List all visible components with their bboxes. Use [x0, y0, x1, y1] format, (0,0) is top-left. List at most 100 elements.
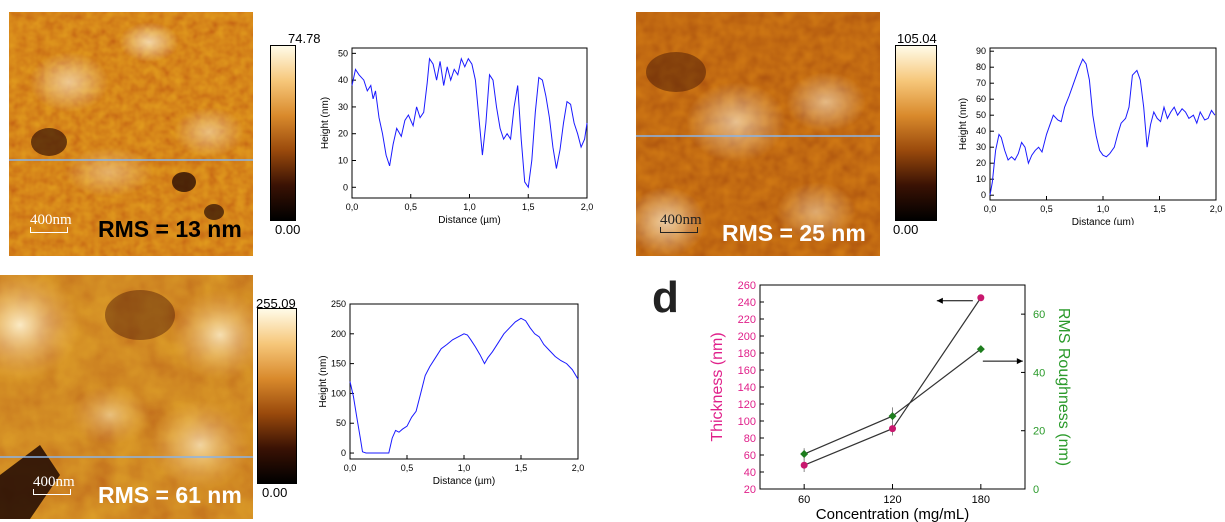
panel-label-d: d — [652, 273, 679, 322]
y-tick-label-c: 0 — [341, 448, 346, 458]
y-axis-label-c: Height (nm) — [318, 355, 329, 407]
x-tick-label-c: 1,0 — [458, 463, 471, 473]
y-tick-label-d: 20 — [744, 484, 756, 496]
x-axis-label-b: Distance (µm) — [1072, 217, 1134, 225]
colorbar-b — [895, 45, 937, 221]
y-tick-label-a: 50 — [338, 48, 348, 58]
y2-tick-label-d: 0 — [1033, 484, 1039, 496]
colorbar-min-c: 0.00 — [262, 485, 288, 500]
scale-bar-label-b: 400nm — [660, 212, 702, 228]
y-tick-label-b: 40 — [976, 126, 986, 136]
rms-label-b: RMS = 25 nm — [722, 220, 866, 246]
y2-tick-label-d: 40 — [1033, 367, 1045, 379]
y-tick-label-a: 10 — [338, 156, 348, 166]
x-tick-label-a: 1,5 — [522, 202, 535, 212]
colorbar-max-b: 105.04 — [897, 31, 937, 46]
afm-image-c — [0, 275, 253, 519]
x-axis-label-c: Distance (µm) — [433, 476, 495, 487]
scale-bar-line-c — [33, 489, 71, 495]
y-axis-label-a: Height (nm) — [320, 97, 331, 149]
afm-image-a — [9, 12, 253, 256]
y-axis-label-d: Thickness (nm) — [709, 332, 726, 441]
x-tick-label-c: 0,0 — [344, 463, 357, 473]
y-tick-label-c: 150 — [331, 359, 346, 369]
thickness-point — [977, 294, 985, 302]
y-axis-label-b: Height (nm) — [958, 98, 969, 150]
y-tick-label-d: 240 — [738, 297, 756, 309]
y-tick-label-a: 30 — [338, 102, 348, 112]
y-tick-label-d: 260 — [738, 280, 756, 292]
x-tick-label-b: 0,0 — [984, 204, 997, 214]
y-tick-label-b: 80 — [976, 62, 986, 72]
x-tick-label-d: 180 — [972, 494, 990, 506]
thickness-point — [889, 425, 896, 433]
x-tick-label-b: 2,0 — [1210, 204, 1222, 214]
height-profile-chart-a: 0,0 0,5 1,0 1,5 2,0 0 10 20 30 40 50 Distance (µm) H… — [320, 47, 594, 225]
plot-frame-c — [349, 303, 579, 460]
height-profile-chart-b: 0,0 0,5 1,0 1,5 2,0 0 10 20 30 40 50 60 70 80 90 Distan… — [958, 46, 1222, 225]
x-tick-label-c: 2,0 — [572, 463, 585, 473]
roughness-line — [803, 348, 982, 455]
y2-tick-label-d: 20 — [1033, 426, 1045, 438]
colorbar-max-c: 255.09 — [256, 296, 296, 311]
x-axis-label-a: Distance (µm) — [438, 215, 500, 225]
y-tick-label-d: 200 — [738, 331, 756, 343]
y-tick-label-b: 10 — [976, 174, 986, 184]
colorbar-a — [270, 45, 296, 221]
right-axis-arrowhead — [1016, 358, 1023, 365]
y-tick-label-b: 0 — [981, 190, 986, 200]
y-tick-label-d: 100 — [738, 416, 756, 428]
y-tick-label-b: 90 — [976, 46, 986, 56]
x-tick-label-b: 1,0 — [1097, 204, 1110, 214]
profile-series-b — [989, 58, 1216, 196]
rms-label-a: RMS = 13 nm — [98, 216, 242, 242]
x-tick-label-c: 1,5 — [515, 463, 528, 473]
profile-series-c — [349, 317, 579, 454]
scale-bar-c: 400nm — [33, 474, 75, 495]
y-tick-label-c: 250 — [331, 299, 346, 309]
y-tick-label-d: 60 — [744, 450, 756, 462]
afm-topography-c — [0, 275, 253, 519]
y2-axis-label-d: RMS Roughness (nm) — [1055, 308, 1072, 466]
roughness-point — [976, 345, 985, 354]
y-tick-label-d: 220 — [738, 314, 756, 326]
y-tick-label-b: 70 — [976, 78, 986, 88]
y-tick-label-a: 20 — [338, 129, 348, 139]
x-tick-label-d: 120 — [883, 494, 901, 506]
profile-series-a — [351, 57, 588, 189]
roughness-point — [888, 412, 897, 421]
x-tick-label-a: 1,0 — [463, 202, 476, 212]
plot-frame-b — [989, 47, 1217, 201]
colorbar-min-a: 0.00 — [275, 222, 301, 237]
scale-bar-label-c: 400nm — [33, 474, 75, 490]
roughness-point — [800, 450, 809, 459]
colorbar-c — [257, 308, 297, 484]
x-tick-label-a: 0,0 — [346, 202, 359, 212]
x-tick-label-b: 1,5 — [1153, 204, 1166, 214]
colorbar-min-b: 0.00 — [893, 222, 919, 237]
plot-frame-d — [759, 284, 1026, 490]
x-tick-label-d: 60 — [798, 494, 810, 506]
y-tick-label-c: 100 — [331, 388, 346, 398]
afm-image-b — [636, 12, 880, 256]
afm-topography-b — [636, 12, 880, 256]
x-tick-label-a: 0,5 — [404, 202, 417, 212]
y-tick-label-d: 180 — [738, 348, 756, 360]
y-tick-label-d: 40 — [744, 467, 756, 479]
x-tick-label-b: 0,5 — [1040, 204, 1053, 214]
y-tick-label-a: 40 — [338, 75, 348, 85]
scale-bar-label-a: 400nm — [30, 212, 72, 228]
scale-bar-b: 400nm — [660, 212, 702, 233]
thickness-line — [803, 297, 982, 466]
y-tick-label-b: 50 — [976, 110, 986, 120]
y-tick-label-d: 120 — [738, 399, 756, 411]
thickness-roughness-chart-d: 60 120 18020406080100120140160180200220240… — [709, 280, 1072, 522]
height-profile-chart-c: 0,0 0,5 1,0 1,5 2,0 0 50 100 150 200 250 Distance (… — [318, 299, 585, 487]
x-tick-label-a: 2,0 — [581, 202, 594, 212]
y-tick-label-b: 20 — [976, 158, 986, 168]
scale-bar-line-a — [30, 227, 68, 233]
scale-bar-a: 400nm — [30, 212, 72, 233]
afm-topography-a — [9, 12, 253, 256]
colorbar-max-a: 74.78 — [288, 31, 321, 46]
y-tick-label-d: 80 — [744, 433, 756, 445]
